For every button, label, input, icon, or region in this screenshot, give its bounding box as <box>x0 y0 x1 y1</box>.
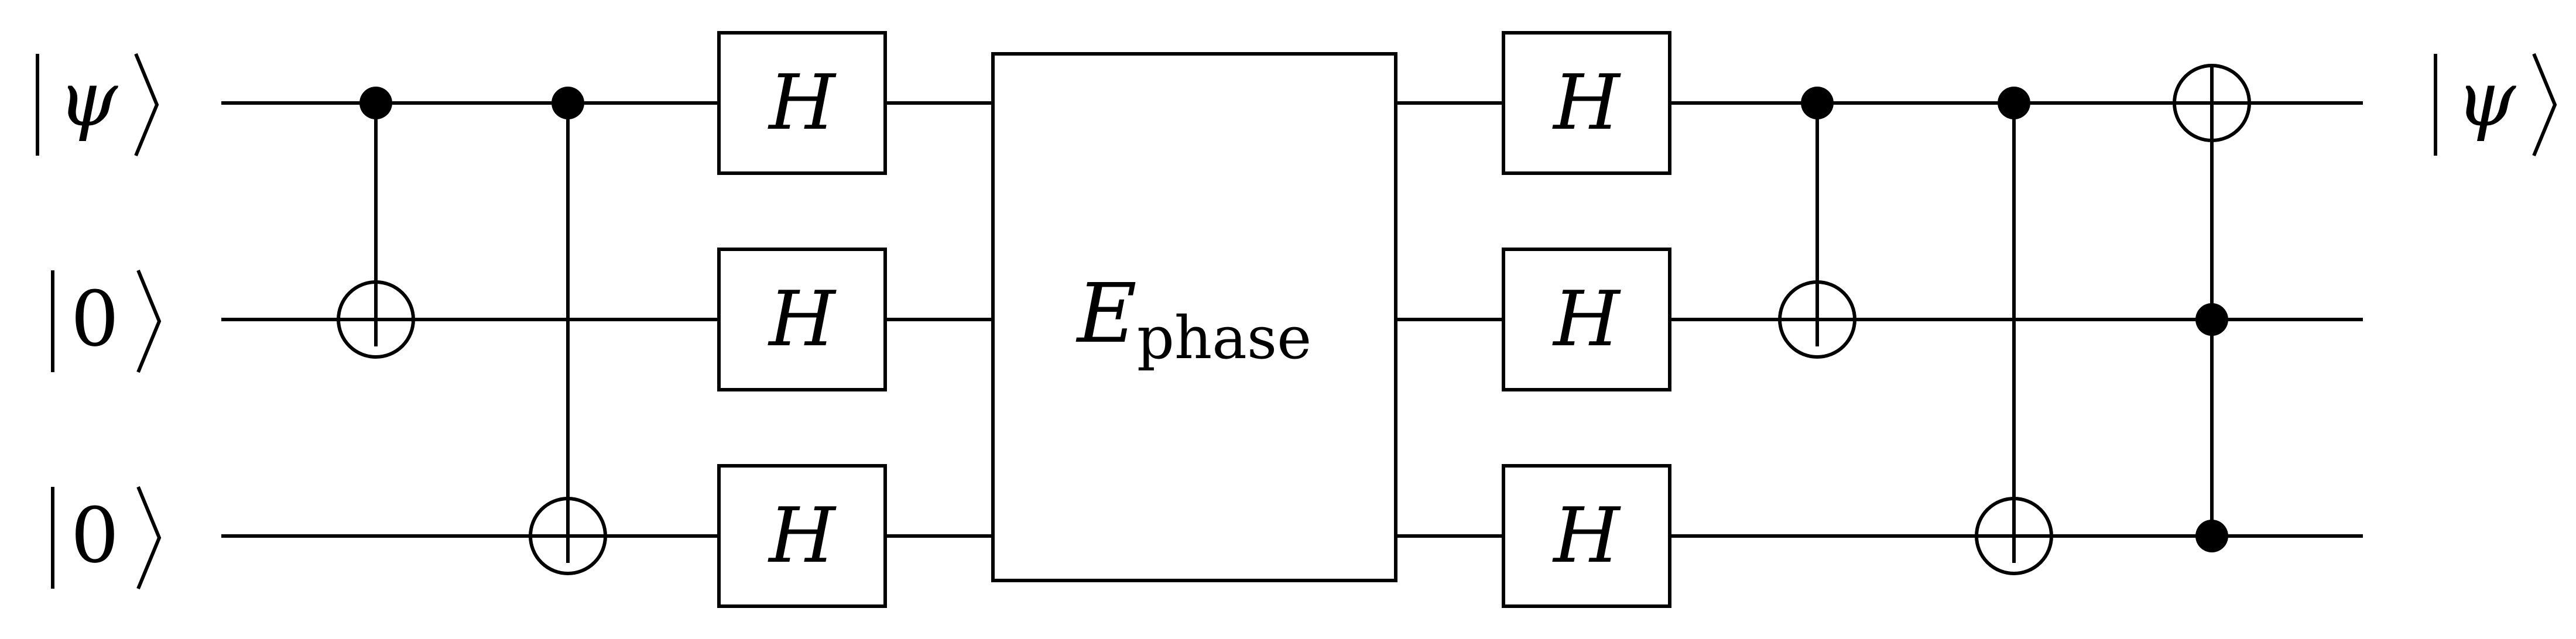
cnot-gate-2 <box>529 87 607 575</box>
ket-angle-icon <box>134 53 159 157</box>
hadamard-gate-q1-2: H <box>1502 248 1671 391</box>
hadamard-label: H <box>768 58 837 147</box>
ket-angle-icon <box>136 486 162 590</box>
input-ket-q2: 0 <box>51 486 162 590</box>
phase-box-label: Ephase <box>1075 266 1312 372</box>
phase-box <box>991 52 1397 582</box>
gate-box <box>1502 248 1671 391</box>
ket-angle-icon <box>136 269 162 373</box>
phase-box-main: E <box>1075 266 1137 362</box>
control-dot-icon <box>1801 87 1834 119</box>
input-label-q2: 0 <box>71 491 119 580</box>
input-label-q0: ψ <box>58 54 118 143</box>
hadamard-label: H <box>1552 58 1621 147</box>
wires <box>221 101 2363 538</box>
hadamard-label: H <box>768 274 837 363</box>
hadamard-label: H <box>1552 491 1621 580</box>
cnot-gate-3 <box>1778 87 1856 359</box>
hadamard-gate-q0-1: H <box>717 31 887 175</box>
input-ket-q0: ψ <box>36 53 159 157</box>
hadamard-gate-q2-1: H <box>717 464 887 608</box>
gate-box <box>717 464 887 608</box>
gate-box <box>717 248 887 391</box>
hadamard-gate-q0-2: H <box>1502 31 1671 175</box>
gate-box <box>717 31 887 175</box>
output-ket-q0: ψ <box>2434 53 2557 157</box>
hadamard-gate-q1-1: H <box>717 248 887 391</box>
output-label-q0: ψ <box>2456 54 2516 143</box>
control-dot-icon <box>2195 303 2228 336</box>
hadamard-label: H <box>1552 274 1621 363</box>
gate-box <box>1502 464 1671 608</box>
input-ket-q1: 0 <box>51 269 162 373</box>
control-dot-icon <box>551 87 584 119</box>
control-dot-icon <box>359 87 392 119</box>
hadamard-label: H <box>768 491 837 580</box>
phase-box-subscript: phase <box>1137 304 1312 372</box>
control-dot-icon <box>1998 87 2030 119</box>
toffoli-gate <box>2173 64 2251 552</box>
cnot-gate-4 <box>1975 87 2053 575</box>
control-dot-icon <box>2195 520 2228 552</box>
gate-box <box>1502 31 1671 175</box>
ket-angle-icon <box>2532 53 2557 157</box>
cnot-gate-1 <box>337 87 415 359</box>
input-label-q1: 0 <box>71 274 119 363</box>
hadamard-gate-q2-2: H <box>1502 464 1671 608</box>
phase-error-block: Ephase <box>991 52 1397 582</box>
